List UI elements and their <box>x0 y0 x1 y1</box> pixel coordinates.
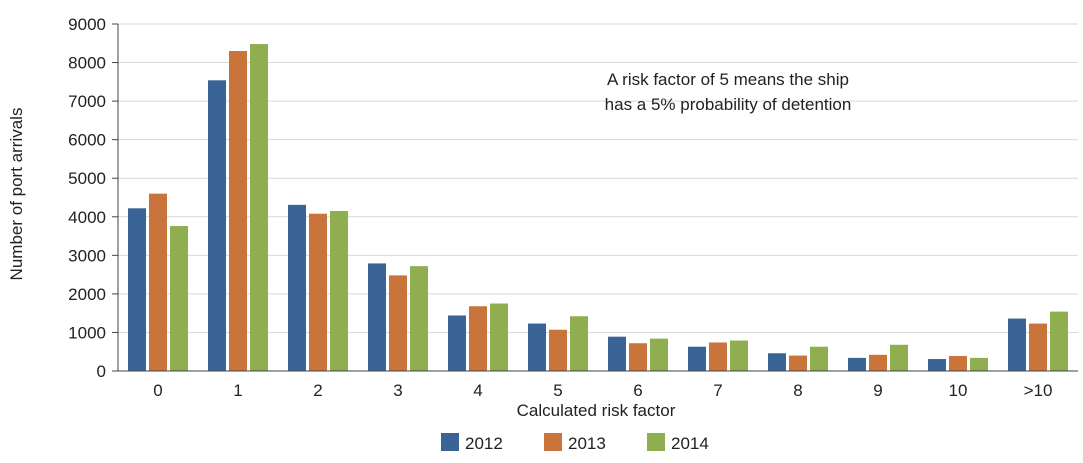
x-tick-label: 7 <box>713 381 722 400</box>
bar-2013-10 <box>949 355 967 371</box>
bar-2014-3 <box>410 266 428 371</box>
x-tick-label: 3 <box>393 381 402 400</box>
x-tick-label: 5 <box>553 381 562 400</box>
bar-2014-1 <box>250 44 268 371</box>
bar-2012-0 <box>128 208 146 371</box>
bar-2013-8 <box>789 355 807 371</box>
bar-2013-6 <box>629 343 647 371</box>
y-tick-label: 0 <box>97 362 106 381</box>
y-tick-label: 8000 <box>68 54 106 73</box>
x-tick-label: >10 <box>1024 381 1053 400</box>
y-tick-label: 4000 <box>68 208 106 227</box>
bar-2014-5 <box>570 316 588 371</box>
annotation-line-2: has a 5% probability of detention <box>605 95 852 114</box>
bar-2014-8 <box>810 346 828 371</box>
legend-label-2014: 2014 <box>671 434 709 453</box>
bar-2013-7 <box>709 342 727 371</box>
x-axis-title: Calculated risk factor <box>517 401 676 420</box>
bar-2012-9 <box>848 357 866 371</box>
x-tick-label: 0 <box>153 381 162 400</box>
bar-2012-1 <box>208 80 226 372</box>
bar-2013-5 <box>549 329 567 371</box>
bar-2012-5 <box>528 323 546 371</box>
bars <box>128 44 1068 372</box>
legend-swatch-2013 <box>544 433 562 451</box>
bar-2013-3 <box>389 275 407 371</box>
bar-2013-1 <box>229 50 247 371</box>
bar-2012->10 <box>1008 318 1026 371</box>
x-tick-label: 8 <box>793 381 802 400</box>
legend: 2012 2013 2014 <box>441 433 709 453</box>
bar-2014->10 <box>1050 311 1068 371</box>
legend-swatch-2012 <box>441 433 459 451</box>
bar-2013-2 <box>309 213 327 371</box>
x-axis-ticks: 0 1 2 3 4 5 6 7 8 9 10 >10 <box>153 381 1052 400</box>
bar-2014-9 <box>890 344 908 371</box>
x-tick-label: 4 <box>473 381 482 400</box>
legend-label-2012: 2012 <box>465 434 503 453</box>
legend-swatch-2014 <box>647 433 665 451</box>
bar-2013-0 <box>149 193 167 371</box>
bar-2012-6 <box>608 336 626 371</box>
annotation-line-1: A risk factor of 5 means the ship <box>607 70 849 89</box>
y-tick-label: 6000 <box>68 131 106 150</box>
legend-label-2013: 2013 <box>568 434 606 453</box>
x-tick-label: 6 <box>633 381 642 400</box>
bar-2014-2 <box>330 210 348 371</box>
x-tick-label: 9 <box>873 381 882 400</box>
bar-2012-2 <box>288 204 306 371</box>
bar-2014-0 <box>170 226 188 371</box>
gridlines <box>118 23 1078 333</box>
bar-2012-7 <box>688 346 706 371</box>
y-tick-label: 7000 <box>68 92 106 111</box>
y-tick-label: 2000 <box>68 285 106 304</box>
bar-2014-10 <box>970 357 988 371</box>
bar-2013->10 <box>1029 323 1047 371</box>
x-tick-label: 1 <box>233 381 242 400</box>
y-axis-ticks: 0 1000 2000 3000 4000 5000 6000 7000 8000 9000 <box>68 15 118 381</box>
bar-2012-8 <box>768 353 786 371</box>
y-axis-title: Number of port arrivals <box>7 108 26 281</box>
bar-2012-3 <box>368 263 386 371</box>
y-tick-label: 3000 <box>68 246 106 265</box>
bar-2013-4 <box>469 306 487 371</box>
bar-2014-7 <box>730 340 748 371</box>
y-tick-label: 9000 <box>68 15 106 34</box>
x-tick-label: 10 <box>949 381 968 400</box>
bar-2013-9 <box>869 354 887 371</box>
bar-2014-6 <box>650 338 668 371</box>
y-tick-label: 5000 <box>68 169 106 188</box>
y-tick-label: 1000 <box>68 323 106 342</box>
x-tick-label: 2 <box>313 381 322 400</box>
bar-2012-10 <box>928 359 946 371</box>
bar-2012-4 <box>448 315 466 371</box>
bar-2014-4 <box>490 303 508 371</box>
